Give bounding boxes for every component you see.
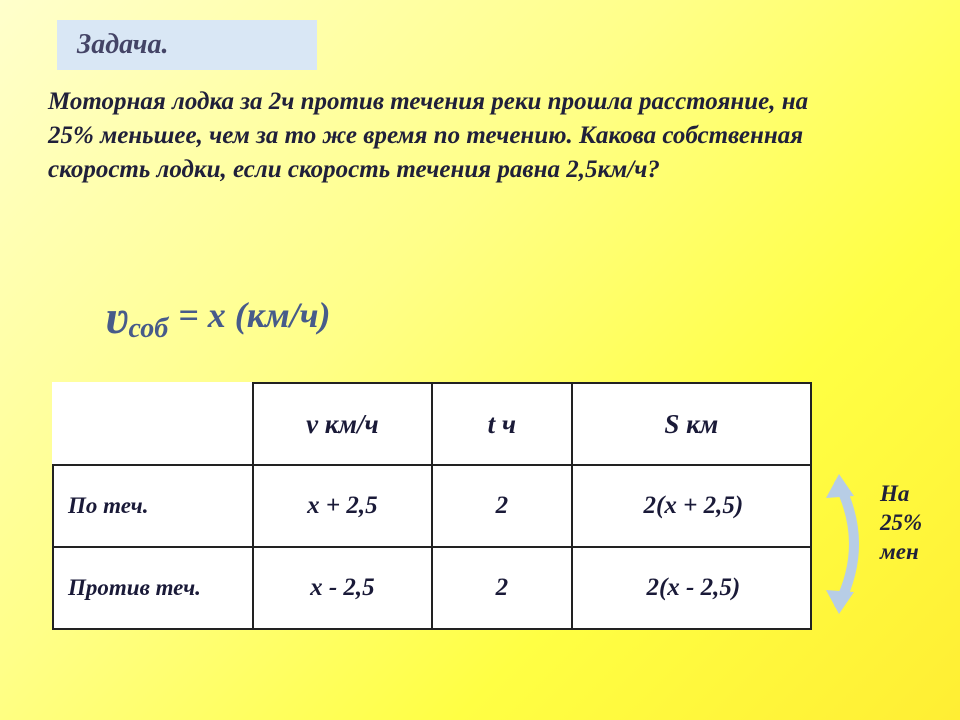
row2-v: x - 2,5: [253, 547, 433, 629]
task-title: Задача.: [77, 29, 168, 61]
own-speed-formula: ʋ соб = х (км/ч): [105, 290, 331, 345]
header-s: S км: [572, 383, 811, 465]
problem-statement: Моторная лодка за 2ч против течения реки…: [48, 85, 838, 186]
header-empty: [53, 383, 253, 465]
row1-s: 2(x + 2,5): [572, 465, 811, 547]
row1-t: 2: [432, 465, 572, 547]
compare-arrow: [824, 454, 874, 634]
note-line2: 25%: [880, 509, 960, 538]
v-subscript: соб: [129, 313, 169, 344]
v-symbol: ʋ: [105, 291, 129, 344]
row2-label: Против теч.: [53, 547, 253, 629]
header-t: t ч: [432, 383, 572, 465]
note-line3: мен: [880, 538, 960, 567]
percent-note: На 25% мен: [880, 480, 960, 566]
header-v: v км/ч: [253, 383, 433, 465]
motion-table: v км/ч t ч S км По теч. x + 2,5 2 2(x + …: [52, 382, 812, 630]
row1-label: По теч.: [53, 465, 253, 547]
row1-v: x + 2,5: [253, 465, 433, 547]
table-row: По теч. x + 2,5 2 2(x + 2,5): [53, 465, 811, 547]
task-title-box: Задача.: [57, 20, 317, 70]
data-table-wrap: v км/ч t ч S км По теч. x + 2,5 2 2(x + …: [52, 382, 812, 630]
row2-s: 2(x - 2,5): [572, 547, 811, 629]
curved-arrow-icon: [824, 454, 874, 634]
note-line1: На: [880, 480, 960, 509]
table-header-row: v км/ч t ч S км: [53, 383, 811, 465]
formula-rhs: = х (км/ч): [178, 295, 330, 335]
table-row: Против теч. x - 2,5 2 2(x - 2,5): [53, 547, 811, 629]
row2-t: 2: [432, 547, 572, 629]
